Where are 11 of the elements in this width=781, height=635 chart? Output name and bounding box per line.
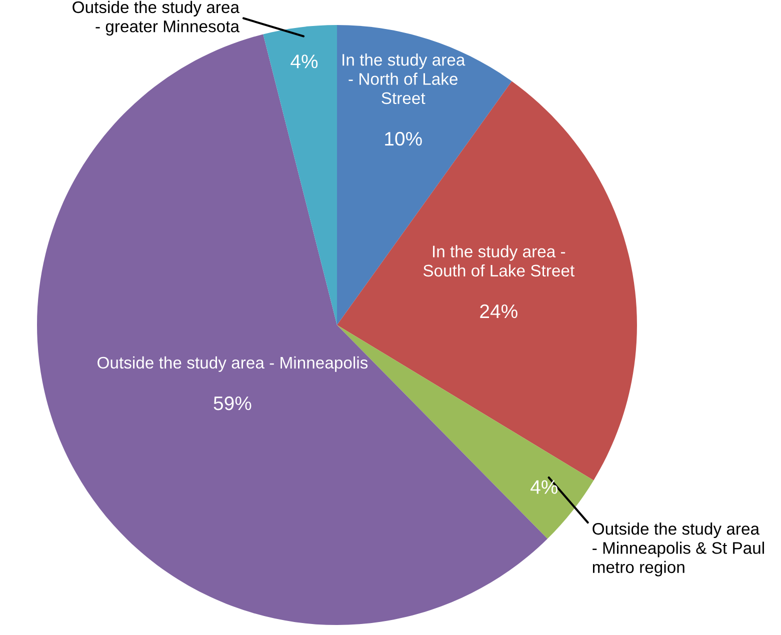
data-label: 59% — [214, 396, 252, 410]
slice-label: In the study area - South of Lake Street — [423, 245, 574, 277]
slice-label: In the study area - North of Lake Street — [342, 54, 466, 104]
data-label: 4% — [290, 54, 318, 68]
slice-label: Outside the study area - greater Minnesota — [72, 0, 240, 36]
slice-label: Outside the study area - Minneapolis — [98, 356, 368, 372]
data-label: 24% — [480, 304, 518, 318]
pie-slice — [263, 25, 337, 325]
slice-label: Outside the study area - Minneapolis & St Paul metro region — [592, 522, 764, 576]
data-label: 10% — [385, 132, 422, 146]
data-label: 4% — [530, 480, 558, 494]
